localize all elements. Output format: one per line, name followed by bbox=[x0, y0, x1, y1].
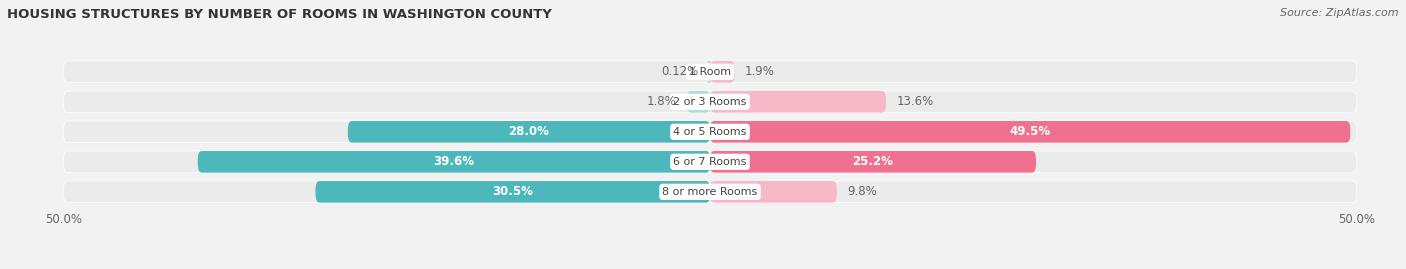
Text: Source: ZipAtlas.com: Source: ZipAtlas.com bbox=[1281, 8, 1399, 18]
FancyBboxPatch shape bbox=[315, 181, 710, 203]
Legend: Owner-occupied, Renter-occupied: Owner-occupied, Renter-occupied bbox=[581, 266, 839, 269]
FancyBboxPatch shape bbox=[710, 121, 1350, 143]
Text: 25.2%: 25.2% bbox=[852, 155, 893, 168]
Text: 28.0%: 28.0% bbox=[509, 125, 550, 138]
FancyBboxPatch shape bbox=[63, 121, 1357, 143]
FancyBboxPatch shape bbox=[63, 91, 1357, 113]
FancyBboxPatch shape bbox=[198, 151, 710, 173]
Text: 1 Room: 1 Room bbox=[689, 67, 731, 77]
FancyBboxPatch shape bbox=[347, 121, 710, 143]
Text: 9.8%: 9.8% bbox=[848, 185, 877, 198]
Text: 0.12%: 0.12% bbox=[661, 65, 699, 78]
FancyBboxPatch shape bbox=[63, 181, 1357, 203]
Text: 2 or 3 Rooms: 2 or 3 Rooms bbox=[673, 97, 747, 107]
Text: 1.9%: 1.9% bbox=[745, 65, 775, 78]
FancyBboxPatch shape bbox=[63, 151, 1357, 173]
Text: 30.5%: 30.5% bbox=[492, 185, 533, 198]
Text: 1.8%: 1.8% bbox=[647, 95, 676, 108]
Text: 13.6%: 13.6% bbox=[896, 95, 934, 108]
FancyBboxPatch shape bbox=[63, 61, 1357, 83]
Text: HOUSING STRUCTURES BY NUMBER OF ROOMS IN WASHINGTON COUNTY: HOUSING STRUCTURES BY NUMBER OF ROOMS IN… bbox=[7, 8, 553, 21]
Text: 8 or more Rooms: 8 or more Rooms bbox=[662, 187, 758, 197]
FancyBboxPatch shape bbox=[706, 61, 713, 83]
Text: 4 or 5 Rooms: 4 or 5 Rooms bbox=[673, 127, 747, 137]
Text: 39.6%: 39.6% bbox=[433, 155, 474, 168]
FancyBboxPatch shape bbox=[710, 181, 837, 203]
FancyBboxPatch shape bbox=[710, 91, 886, 113]
FancyBboxPatch shape bbox=[710, 61, 734, 83]
Text: 49.5%: 49.5% bbox=[1010, 125, 1050, 138]
Text: 6 or 7 Rooms: 6 or 7 Rooms bbox=[673, 157, 747, 167]
FancyBboxPatch shape bbox=[710, 151, 1036, 173]
FancyBboxPatch shape bbox=[686, 91, 710, 113]
